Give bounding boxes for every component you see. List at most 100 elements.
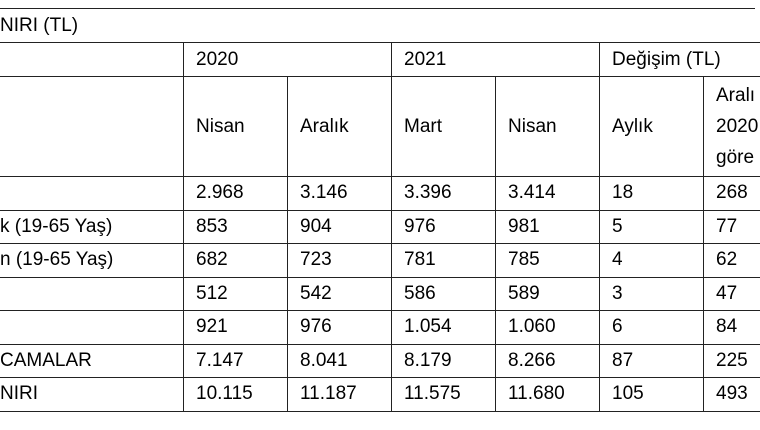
data-cell-text: 904 — [300, 215, 332, 237]
data-cell-text: 8.041 — [300, 349, 348, 371]
data-cell: 493 — [703, 377, 760, 411]
sub-header-text: Aylık — [612, 115, 653, 137]
row-label-text: n (19-65 Yaş) — [0, 249, 114, 271]
data-cell-text: 512 — [196, 282, 228, 304]
data-cell-text: 11.187 — [300, 383, 357, 405]
change-header: Değişim (TL) — [599, 42, 760, 76]
row-label — [0, 310, 183, 344]
row-label: CAMALAR — [0, 343, 183, 378]
data-cell: 87 — [599, 343, 703, 377]
data-cell: 3.396 — [391, 176, 495, 210]
data-cell-text: 4 — [612, 249, 623, 271]
data-cell: 225 — [703, 343, 760, 377]
data-cell: 921 — [183, 310, 287, 344]
data-cell-text: 10.115 — [196, 383, 253, 405]
year-header: 2021 — [391, 42, 599, 76]
data-cell-text: 11.680 — [508, 383, 565, 405]
data-cell: 1.054 — [391, 310, 495, 344]
sub-header: Nisan — [183, 76, 287, 176]
data-cell: 981 — [495, 209, 599, 243]
data-cell: 853 — [183, 209, 287, 243]
year-header-text: 2020 — [196, 48, 239, 70]
data-cell-text: 47 — [716, 282, 738, 304]
data-cell-text: 105 — [612, 383, 644, 405]
row-label: n (19-65 Yaş) — [0, 243, 183, 277]
data-cell: 5 — [599, 209, 703, 243]
sub-header: Aylık — [599, 76, 703, 176]
sub-header-lines: Aralı 2020 göre — [716, 80, 758, 173]
data-cell: 6 — [599, 310, 703, 344]
data-cell-text: 268 — [716, 182, 748, 204]
data-cell-text: 11.575 — [404, 383, 461, 405]
data-cell: 904 — [287, 209, 391, 243]
data-cell: 8.179 — [391, 343, 495, 377]
year-header-text: 2021 — [404, 48, 447, 70]
data-cell: 3.146 — [287, 176, 391, 210]
data-cell-text: 976 — [404, 215, 436, 237]
data-cell-text: 586 — [404, 282, 436, 304]
sub-header-text: Aralık — [300, 115, 349, 137]
data-cell-text: 8.179 — [404, 349, 452, 371]
data-cell: 723 — [287, 243, 391, 277]
data-cell: 10.115 — [183, 377, 287, 411]
row-label — [0, 276, 183, 311]
data-cell: 4 — [599, 243, 703, 277]
row-label: k (19-65 Yaş) — [0, 209, 183, 244]
change-header-text: Değişim (TL) — [612, 48, 721, 70]
data-cell-text: 3.414 — [508, 182, 556, 204]
data-cell-text: 5 — [612, 215, 623, 237]
data-cell: 8.266 — [495, 343, 599, 377]
data-cell: 7.147 — [183, 343, 287, 377]
data-cell-text: 981 — [508, 215, 540, 237]
sub-header-line: 2020 — [716, 116, 759, 137]
row-label: NIRI — [0, 377, 183, 411]
data-cell-text: 2.968 — [196, 182, 244, 204]
sub-header: Nisan — [495, 76, 599, 176]
sub-header: Aralık — [287, 76, 391, 176]
sub-header-text: Nisan — [508, 115, 557, 137]
row-label-text: k (19-65 Yaş) — [0, 215, 113, 237]
data-cell: 105 — [599, 377, 703, 411]
data-cell-text: 87 — [612, 349, 634, 371]
data-cell: 976 — [287, 310, 391, 344]
sub-header-text: Nisan — [196, 115, 245, 137]
data-cell: 18 — [599, 176, 703, 210]
data-cell-text: 682 — [196, 249, 228, 271]
data-cell-text: 781 — [404, 249, 436, 271]
data-cell: 2.968 — [183, 176, 287, 210]
row-label-text: NIRI — [0, 383, 38, 405]
data-cell-text: 785 — [508, 249, 540, 271]
data-cell-text: 3.146 — [300, 182, 348, 204]
sub-header-line: göre — [716, 147, 755, 168]
row-label-text: CAMALAR — [0, 349, 92, 371]
data-cell: 62 — [703, 243, 760, 277]
data-cell-text: 976 — [300, 316, 332, 338]
data-cell-text: 1.054 — [404, 316, 452, 338]
data-cell: 512 — [183, 276, 287, 310]
bottom-border — [0, 410, 760, 412]
data-cell: 47 — [703, 276, 760, 310]
data-cell-text: 84 — [716, 316, 738, 338]
data-cell-text: 6 — [612, 316, 623, 338]
data-cell-text: 8.266 — [508, 349, 556, 371]
data-cell: 586 — [391, 276, 495, 310]
data-cell-text: 921 — [196, 316, 228, 338]
sub-header-line: Aralı — [716, 85, 756, 106]
data-cell: 268 — [703, 176, 760, 210]
data-cell: 11.575 — [391, 377, 495, 411]
sub-header: Aralı 2020 göre — [703, 76, 760, 176]
data-cell: 77 — [703, 209, 760, 243]
data-cell-text: 18 — [612, 182, 634, 204]
data-cell-text: 589 — [508, 282, 540, 304]
data-cell: 589 — [495, 276, 599, 310]
data-cell: 3 — [599, 276, 703, 310]
data-cell: 781 — [391, 243, 495, 277]
data-cell-text: 1.060 — [508, 316, 556, 338]
data-cell: 11.680 — [495, 377, 599, 411]
data-cell: 3.414 — [495, 176, 599, 210]
data-cell-text: 225 — [716, 349, 748, 371]
title-cell-text: NIRI (TL) — [0, 14, 79, 36]
data-cell: 8.041 — [287, 343, 391, 377]
year-header: 2020 — [183, 42, 391, 76]
